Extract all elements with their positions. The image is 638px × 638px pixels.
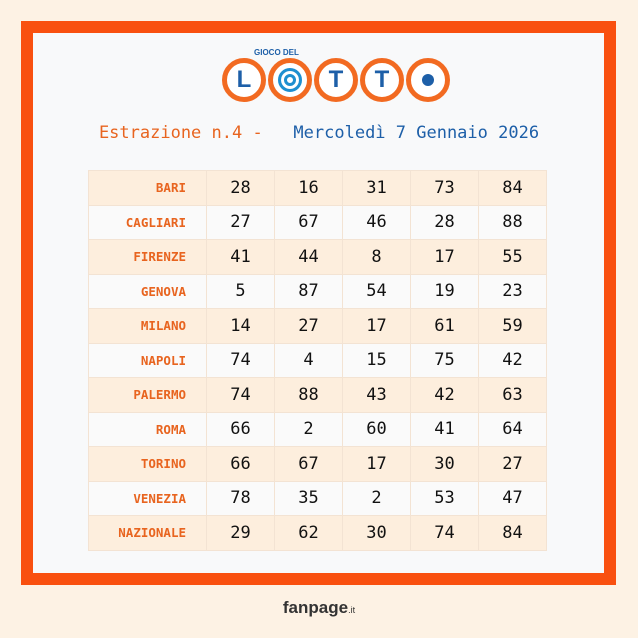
drawn-number: 74 [410, 515, 479, 551]
drawn-number: 30 [342, 515, 411, 551]
drawn-number: 17 [342, 308, 411, 344]
drawn-number: 46 [342, 204, 411, 240]
brand-tld: .it [348, 605, 356, 615]
drawn-number: 28 [206, 170, 275, 206]
logo-ball-dot [406, 58, 450, 102]
drawn-number: 62 [274, 515, 343, 551]
city-name: CAGLIARI [88, 204, 207, 240]
drawn-number: 74 [206, 377, 275, 413]
table-row: CAGLIARI 27 67 46 28 88 [88, 204, 547, 240]
drawn-number: 8 [342, 239, 411, 275]
drawn-number: 27 [478, 446, 547, 482]
table-row: VENEZIA 78 35 2 53 47 [88, 480, 547, 516]
drawn-number: 66 [206, 411, 275, 447]
city-name: BARI [88, 170, 207, 206]
drawn-number: 16 [274, 170, 343, 206]
drawn-number: 78 [206, 480, 275, 516]
drawn-number: 54 [342, 273, 411, 309]
brand-name: fanpage [282, 598, 349, 617]
city-name: MILANO [88, 308, 207, 344]
city-name: NAPOLI [88, 342, 207, 378]
drawn-number: 43 [342, 377, 411, 413]
drawn-number: 47 [478, 480, 547, 516]
drawn-number: 14 [206, 308, 275, 344]
drawn-number: 61 [410, 308, 479, 344]
drawn-number: 67 [274, 204, 343, 240]
drawn-number: 42 [478, 342, 547, 378]
city-name: FIRENZE [88, 239, 207, 275]
drawn-number: 59 [478, 308, 547, 344]
drawn-number: 88 [478, 204, 547, 240]
drawn-number: 27 [206, 204, 275, 240]
drawn-number: 53 [410, 480, 479, 516]
drawn-number: 27 [274, 308, 343, 344]
drawn-number: 31 [342, 170, 411, 206]
table-row: TORINO 66 67 17 30 27 [88, 446, 547, 482]
drawn-number: 67 [274, 446, 343, 482]
drawn-number: 84 [478, 170, 547, 206]
draw-number: Estrazione n.4 - [98, 123, 263, 143]
city-name: ROMA [88, 411, 207, 447]
drawn-number: 5 [206, 273, 275, 309]
results-table: BARI 28 16 31 73 84 CAGLIARI 27 67 46 28 88 FIRENZE 4… [88, 170, 547, 551]
city-name: NAZIONALE [88, 515, 207, 551]
drawn-number: 64 [478, 411, 547, 447]
drawn-number: 42 [410, 377, 479, 413]
drawn-number: 35 [274, 480, 343, 516]
drawn-number: 4 [274, 342, 343, 378]
city-name: GENOVA [88, 273, 207, 309]
drawn-number: 30 [410, 446, 479, 482]
drawn-number: 2 [274, 411, 343, 447]
drawn-number: 60 [342, 411, 411, 447]
dot-icon [422, 74, 434, 86]
table-row: NAPOLI 74 4 15 75 42 [88, 342, 547, 378]
drawn-number: 63 [478, 377, 547, 413]
drawn-number: 41 [206, 239, 275, 275]
city-name: VENEZIA [88, 480, 207, 516]
drawn-number: 84 [478, 515, 547, 551]
swirl-icon [278, 68, 302, 92]
drawn-number: 66 [206, 446, 275, 482]
draw-date: Mercoledì 7 Gennaio 2026 [293, 123, 540, 143]
city-name: TORINO [88, 446, 207, 482]
drawn-number: 28 [410, 204, 479, 240]
drawn-number: 17 [410, 239, 479, 275]
drawn-number: 74 [206, 342, 275, 378]
drawn-number: 73 [410, 170, 479, 206]
drawn-number: 2 [342, 480, 411, 516]
logo-ball-t: T [314, 58, 358, 102]
draw-title: Estrazione n.4 - Mercoledì 7 Gennaio 202… [0, 123, 638, 143]
drawn-number: 44 [274, 239, 343, 275]
drawn-number: 75 [410, 342, 479, 378]
drawn-number: 55 [478, 239, 547, 275]
table-row: BARI 28 16 31 73 84 [88, 170, 547, 206]
table-row: ROMA 66 2 60 41 64 [88, 411, 547, 447]
city-name: PALERMO [88, 377, 207, 413]
drawn-number: 29 [206, 515, 275, 551]
fanpage-logo: fanpage.it [0, 598, 638, 618]
drawn-number: 41 [410, 411, 479, 447]
lotto-logo: L T T [222, 58, 450, 102]
table-row: MILANO 14 27 17 61 59 [88, 308, 547, 344]
logo-ball-swirl [268, 58, 312, 102]
logo-ball-t2: T [360, 58, 404, 102]
drawn-number: 15 [342, 342, 411, 378]
drawn-number: 17 [342, 446, 411, 482]
drawn-number: 23 [478, 273, 547, 309]
table-row: NAZIONALE 29 62 30 74 84 [88, 515, 547, 551]
logo-subtitle: GIOCO DEL [254, 48, 299, 57]
drawn-number: 88 [274, 377, 343, 413]
drawn-number: 87 [274, 273, 343, 309]
drawn-number: 19 [410, 273, 479, 309]
table-row: FIRENZE 41 44 8 17 55 [88, 239, 547, 275]
logo-ball-l: L [222, 58, 266, 102]
table-row: PALERMO 74 88 43 42 63 [88, 377, 547, 413]
table-row: GENOVA 5 87 54 19 23 [88, 273, 547, 309]
